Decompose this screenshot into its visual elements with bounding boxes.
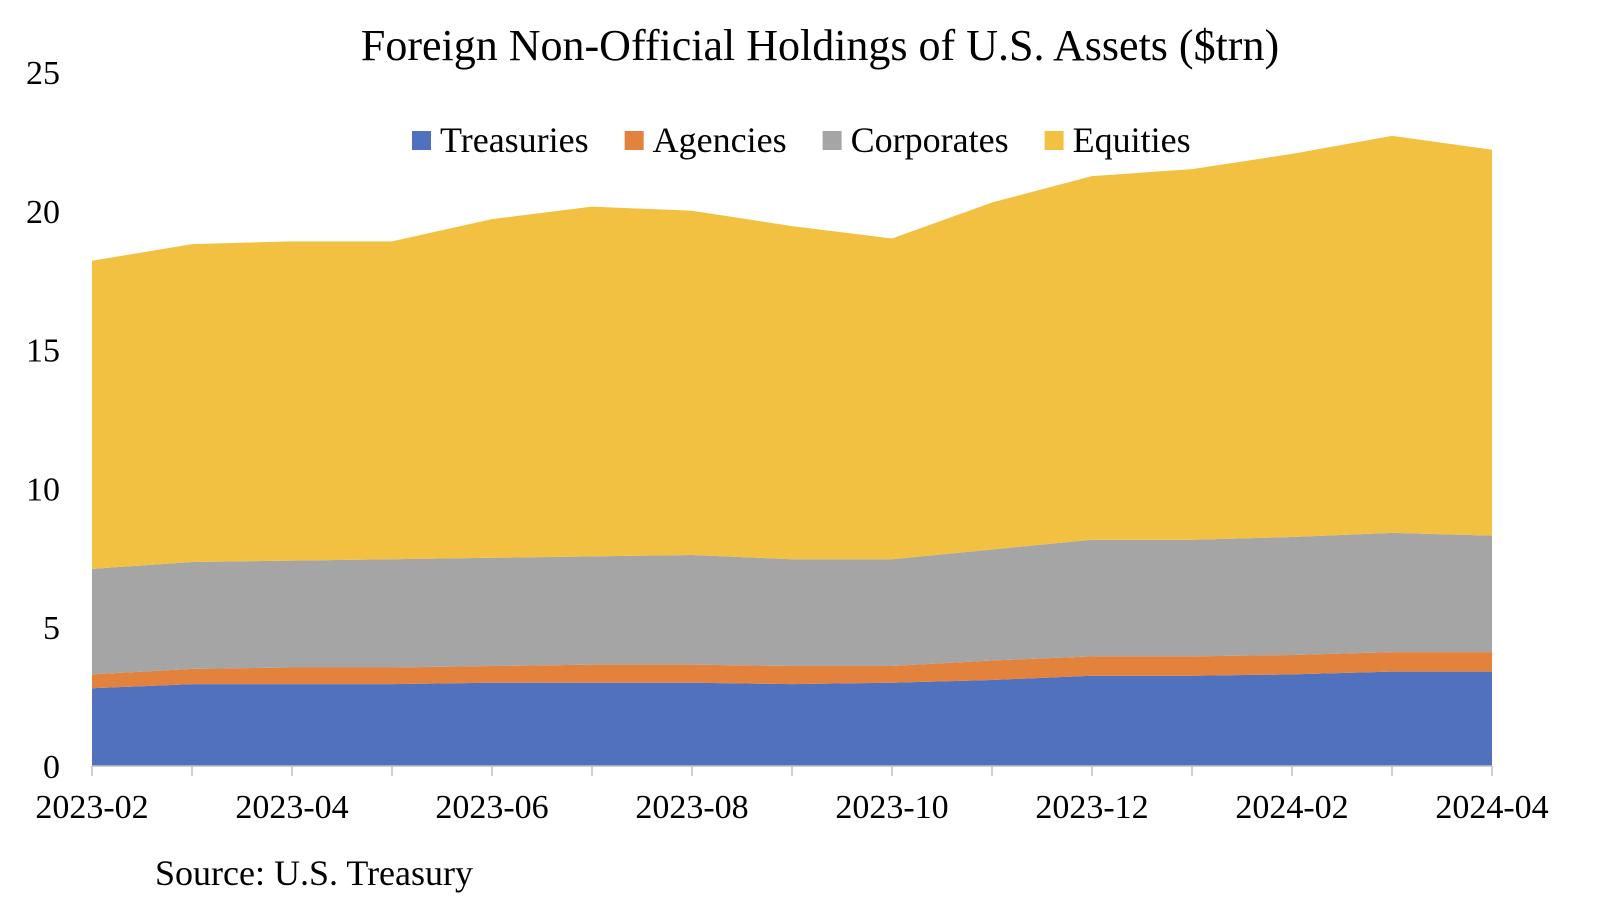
legend-swatch-corporates [822, 131, 842, 150]
y-tick-label: 25 [26, 55, 60, 92]
y-tick-label: 10 [26, 471, 60, 508]
area-corporates [92, 532, 1492, 675]
x-tick-label: 2024-02 [1235, 789, 1348, 826]
area-treasuries [92, 671, 1492, 766]
y-tick-label: 15 [26, 333, 60, 370]
legend: Treasuries Agencies Corporates Equities [412, 120, 1191, 160]
x-tick-label: 2023-12 [1035, 789, 1148, 826]
legend-swatch-treasuries [412, 131, 431, 150]
x-tick-label: 2023-08 [635, 789, 748, 826]
area-equities [92, 135, 1492, 569]
legend-swatch-agencies [624, 131, 644, 150]
x-tick-label: 2023-10 [835, 789, 948, 826]
area-agencies [92, 652, 1492, 689]
y-tick-label: 0 [43, 749, 60, 786]
legend-label-corporates: Corporates [851, 120, 1009, 160]
legend-label-treasuries: Treasuries [440, 120, 589, 160]
legend-swatch-equities [1044, 131, 1064, 150]
x-tick-label: 2024-04 [1435, 789, 1548, 826]
chart-title: Foreign Non-Official Holdings of U.S. As… [361, 21, 1279, 70]
legend-label-agencies: Agencies [653, 120, 787, 160]
y-tick-label: 5 [43, 610, 60, 647]
x-tick-label: 2023-04 [235, 789, 348, 826]
y-axis: 0 5 10 15 20 25 [26, 55, 60, 786]
y-tick-label: 20 [26, 194, 60, 231]
legend-label-equities: Equities [1073, 120, 1191, 160]
x-axis: 2023-02 2023-04 2023-06 2023-08 2023-10 2023-… [35, 765, 1549, 826]
source-note: Source: U.S. Treasury [155, 853, 473, 893]
x-tick-label: 2023-02 [35, 789, 148, 826]
x-tick-label: 2023-06 [435, 789, 548, 826]
area-layers [92, 135, 1492, 766]
